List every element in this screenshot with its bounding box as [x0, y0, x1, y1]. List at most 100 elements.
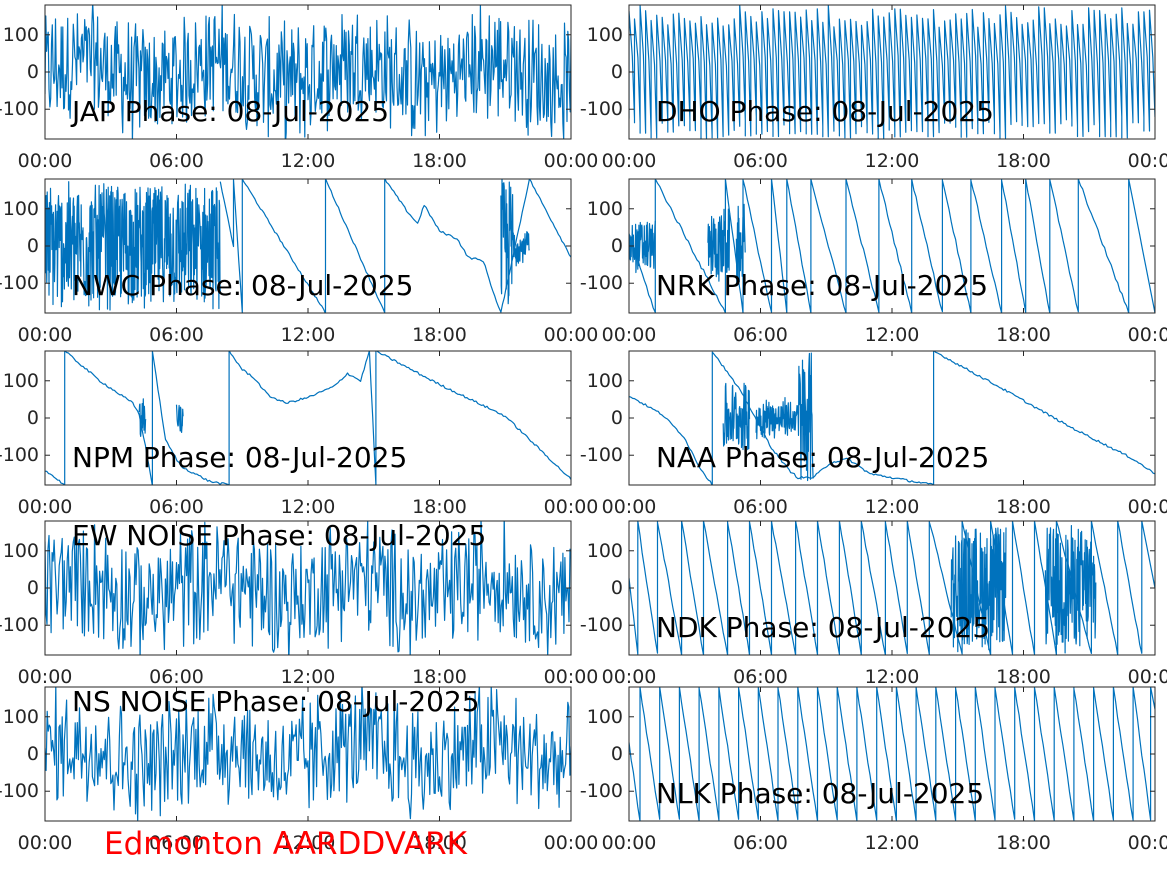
x-tick-label: 00:00 — [1128, 324, 1167, 346]
phase-series-line — [45, 5, 571, 139]
x-tick-label: 18:00 — [412, 832, 467, 854]
y-tick-label: -100 — [0, 780, 39, 802]
phase-panel: 100 0 -100 00:00 06:00 12:00 18:00 00:00 NS NOIS… — [0, 685, 599, 854]
phase-series-line — [735, 203, 746, 287]
x-tick-label: 00:00 — [602, 666, 657, 688]
phase-panel: 100 0 -100 00:00 06:00 12:00 18:00 00:00 EW NOIS… — [0, 519, 599, 688]
x-tick-label: 18:00 — [996, 324, 1051, 346]
panel-title: NAA Phase: 08-Jul-2025 — [656, 441, 989, 474]
phase-series-line — [138, 398, 147, 437]
phase-series-line — [45, 181, 221, 311]
phase-panel: 100 0 -100 00:00 06:00 12:00 18:00 00:00 NWC Pha… — [0, 178, 599, 346]
x-tick-label: 00:00 — [544, 150, 599, 172]
phase-series-line — [629, 351, 1155, 485]
x-tick-label: 06:00 — [733, 150, 788, 172]
y-tick-label: 100 — [3, 370, 39, 392]
x-tick-label: 00:00 — [602, 832, 657, 854]
y-tick-label: 0 — [611, 743, 623, 765]
x-tick-label: 18:00 — [412, 496, 467, 518]
x-tick-label: 00:00 — [602, 324, 657, 346]
x-tick-label: 00:00 — [18, 324, 73, 346]
y-tick-label: 0 — [27, 743, 39, 765]
x-tick-label: 00:00 — [602, 496, 657, 518]
x-tick-label: 00:00 — [18, 666, 73, 688]
phase-panel: 100 0 -100 00:00 06:00 12:00 18:00 00:00 NDK Pha… — [580, 520, 1167, 688]
phase-series-line — [797, 352, 814, 482]
x-tick-label: 12:00 — [281, 324, 336, 346]
y-tick-label: 100 — [587, 198, 623, 220]
y-tick-label: 100 — [3, 24, 39, 46]
panel-title: JAP Phase: 08-Jul-2025 — [70, 95, 389, 128]
y-tick-label: 0 — [27, 235, 39, 257]
y-tick-label: 100 — [587, 370, 623, 392]
x-tick-label: 00:00 — [602, 150, 657, 172]
phase-series-line — [629, 5, 1155, 139]
phase-panel: 100 0 -100 00:00 06:00 12:00 18:00 00:00 NRK Pha… — [580, 178, 1167, 346]
x-tick-label: 00:00 — [544, 832, 599, 854]
panel-title: NDK Phase: 08-Jul-2025 — [656, 611, 990, 644]
figure-footer-title: Edmonton AARDDVARK — [104, 826, 468, 862]
y-tick-label: 0 — [611, 577, 623, 599]
x-tick-label: 00:00 — [18, 496, 73, 518]
x-tick-label: 12:00 — [865, 150, 920, 172]
x-tick-label: 00:00 — [1128, 150, 1167, 172]
plot-area — [45, 351, 571, 485]
x-tick-label: 00:00 — [544, 666, 599, 688]
phase-series-line — [629, 521, 1155, 655]
phase-series-line — [950, 527, 1007, 653]
phase-panel: 100 0 -100 00:00 06:00 12:00 18:00 00:00 JAP Pha… — [0, 4, 599, 172]
x-tick-label: 06:00 — [733, 832, 788, 854]
x-tick-label: 06:00 — [149, 496, 204, 518]
panel-title: NPM Phase: 08-Jul-2025 — [72, 441, 407, 474]
y-tick-label: -100 — [580, 780, 623, 802]
x-tick-label: 00:00 — [1128, 666, 1167, 688]
x-tick-label: 18:00 — [412, 150, 467, 172]
x-tick-label: 00:00 — [544, 324, 599, 346]
y-tick-label: 0 — [611, 235, 623, 257]
x-tick-label: 06:00 — [733, 496, 788, 518]
phase-series-line — [500, 179, 515, 305]
x-tick-label: 18:00 — [412, 666, 467, 688]
y-tick-label: -100 — [0, 614, 39, 636]
phase-series-line — [707, 208, 731, 282]
x-tick-label: 12:00 — [865, 666, 920, 688]
x-tick-label: 12:00 — [281, 666, 336, 688]
plot-area — [629, 179, 1155, 313]
phase-series-line — [175, 404, 184, 433]
x-tick-label: 12:00 — [281, 832, 336, 854]
y-tick-label: 100 — [587, 706, 623, 728]
phase-panel: 100 0 -100 00:00 06:00 12:00 18:00 00:00 NPM Pha… — [0, 350, 598, 518]
y-tick-label: 100 — [3, 540, 39, 562]
x-tick-label: 06:00 — [149, 324, 204, 346]
x-tick-label: 12:00 — [281, 150, 336, 172]
plot-area — [629, 351, 1155, 485]
x-tick-label: 00:00 — [1128, 496, 1167, 518]
y-tick-label: 0 — [611, 61, 623, 83]
x-tick-label: 00:00 — [544, 496, 599, 518]
y-tick-label: 100 — [3, 706, 39, 728]
y-tick-label: -100 — [580, 98, 623, 120]
x-tick-label: 18:00 — [996, 832, 1051, 854]
x-tick-label: 12:00 — [865, 324, 920, 346]
x-tick-label: 06:00 — [733, 324, 788, 346]
x-tick-label: 18:00 — [996, 150, 1051, 172]
panel-title: NWC Phase: 08-Jul-2025 — [72, 269, 413, 302]
x-tick-label: 12:00 — [865, 832, 920, 854]
x-tick-label: 06:00 — [149, 666, 204, 688]
phase-series-line — [629, 220, 656, 274]
y-tick-label: -100 — [580, 444, 623, 466]
x-tick-label: 06:00 — [733, 666, 788, 688]
phase-series-line — [755, 397, 799, 440]
phase-series-line — [45, 521, 571, 655]
phase-panel: 100 0 -100 00:00 06:00 12:00 18:00 00:00 NAA Pha… — [580, 350, 1167, 518]
y-tick-label: -100 — [0, 272, 39, 294]
phase-panel: 100 0 -100 00:00 06:00 12:00 18:00 00:00 NLK Pha… — [580, 686, 1167, 854]
phase-series-line — [513, 231, 530, 267]
panel-title: DHO Phase: 08-Jul-2025 — [656, 95, 994, 128]
panel-title: NLK Phase: 08-Jul-2025 — [656, 777, 984, 810]
x-tick-label: 18:00 — [996, 496, 1051, 518]
x-tick-label: 00:00 — [1128, 832, 1167, 854]
y-tick-label: 0 — [27, 407, 39, 429]
phase-series-line — [1044, 525, 1097, 654]
